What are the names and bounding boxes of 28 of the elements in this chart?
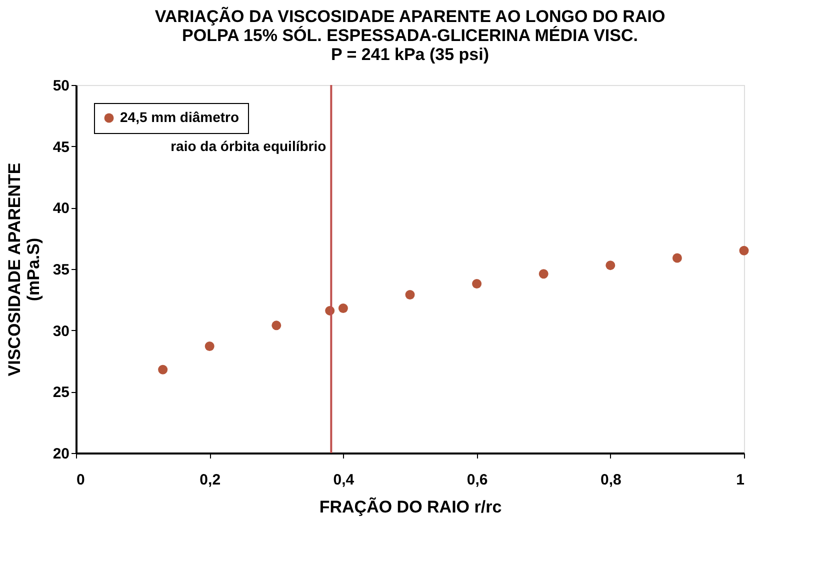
point xyxy=(739,246,749,256)
x-tick-label: 1 xyxy=(736,472,744,488)
y-tick-label: 50 xyxy=(52,78,70,94)
ref-line-label: raio da órbita equilíbrio xyxy=(170,138,326,154)
x-tick-label: 0,4 xyxy=(333,472,355,488)
point xyxy=(158,364,168,374)
x-axis-title: FRAÇÃO DO RAIO r/rc xyxy=(319,496,502,516)
legend-label: 24,5 mm diâmetro xyxy=(120,109,240,125)
point xyxy=(472,278,482,288)
point xyxy=(204,342,214,352)
y-tick-label: 35 xyxy=(52,262,70,278)
x-tick-label: 0,6 xyxy=(466,472,488,488)
y-tick-label: 40 xyxy=(52,200,70,218)
x-tick-label: 0,2 xyxy=(200,472,221,488)
point xyxy=(538,269,548,279)
point xyxy=(672,253,682,263)
y-axis-title: VISCOSIDADE APARENTE (mPa.S) xyxy=(4,162,43,376)
y-tick-label: 20 xyxy=(52,446,70,462)
point xyxy=(272,320,282,330)
x-tick-label: 0,8 xyxy=(600,472,622,488)
point xyxy=(405,290,415,300)
point xyxy=(338,304,348,313)
x-tick-label: 0 xyxy=(76,472,85,488)
y-tick-label: 25 xyxy=(52,384,70,402)
y-tick-label: 30 xyxy=(52,322,70,340)
chart-title: VARIAÇÃO DA VISCOSIDADE APARENTE AO LONGO DO RAIO POLPA 15% SÓL. ESPESSADA-GLICERINA MÉDIA VISC. P = 241 kPa (35 psi) xyxy=(154,6,666,64)
y-tick-label: 45 xyxy=(52,138,70,156)
point xyxy=(606,260,616,270)
